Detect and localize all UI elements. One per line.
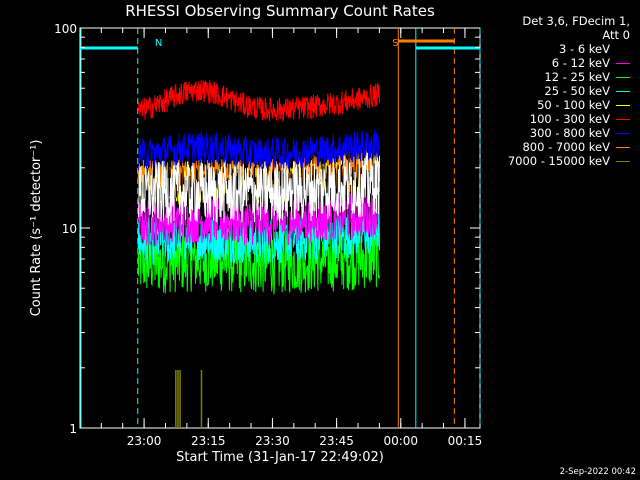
legend-label: 50 - 100 keV (537, 98, 610, 112)
legend-swatch (616, 146, 630, 148)
legend-swatch (616, 118, 630, 120)
x-tick-label: 23:45 (319, 434, 354, 448)
series-trace-7 (137, 129, 380, 171)
y-tick-label: 100 (54, 22, 77, 36)
x-axis-label: Start Time (31-Jan-17 22:49:02) (176, 450, 384, 465)
legend-swatch (616, 132, 630, 134)
legend-header-line-1: Det 3,6, FDecim 1, (522, 14, 630, 28)
series-trace-2 (137, 191, 380, 246)
y-axis-label: Count Rate (s⁻¹ detector⁻¹) (29, 140, 44, 317)
legend-entry: 800 - 7000 keV (522, 140, 630, 154)
y-tick-label: 1 (69, 422, 77, 436)
series-trace-1 (137, 152, 380, 225)
legend-label: 12 - 25 keV (544, 70, 610, 84)
legend-entry: 6 - 12 keV (552, 56, 630, 70)
legend-label: 6 - 12 keV (551, 56, 610, 70)
legend-swatch (616, 48, 630, 50)
legend-header-line-2: Att 0 (602, 28, 630, 42)
x-tick-label: 00:00 (383, 434, 418, 448)
legend-entry: 50 - 100 keV (537, 98, 630, 112)
series-trace-6 (137, 80, 380, 123)
x-tick-label: 23:30 (255, 434, 290, 448)
x-tick-label: 23:00 (127, 434, 162, 448)
legend-entry: 100 - 300 keV (530, 112, 630, 126)
legend-entry: 12 - 25 keV (544, 70, 630, 84)
legend-swatch (616, 76, 630, 78)
legend-swatch (616, 62, 630, 64)
legend-label: 3 - 6 keV (559, 42, 610, 56)
chart-title: RHESSI Observing Summary Count Rates (125, 2, 435, 20)
legend-entry: 300 - 800 keV (530, 126, 630, 140)
footer-date: 2-Sep-2022 00:42 (559, 467, 636, 477)
legend-entry: 25 - 50 keV (544, 84, 630, 98)
legend-swatch (616, 160, 630, 162)
legend-label: 300 - 800 keV (529, 126, 610, 140)
legend-label: 25 - 50 keV (544, 84, 610, 98)
legend-entry: 7000 - 15000 keV (508, 154, 630, 168)
legend-label: 800 - 7000 keV (522, 140, 610, 154)
annotation-n: N (155, 38, 162, 49)
legend-entry: 3 - 6 keV (559, 42, 630, 56)
x-tick-label: 23:15 (191, 434, 226, 448)
legend-label: 100 - 300 keV (529, 112, 610, 126)
legend-label: 7000 - 15000 keV (507, 154, 610, 168)
annotation-s: S (392, 38, 398, 49)
x-tick-label: 00:15 (448, 434, 483, 448)
legend-swatch (616, 90, 630, 92)
legend-swatch (616, 104, 630, 106)
y-tick-label: 10 (62, 222, 77, 236)
